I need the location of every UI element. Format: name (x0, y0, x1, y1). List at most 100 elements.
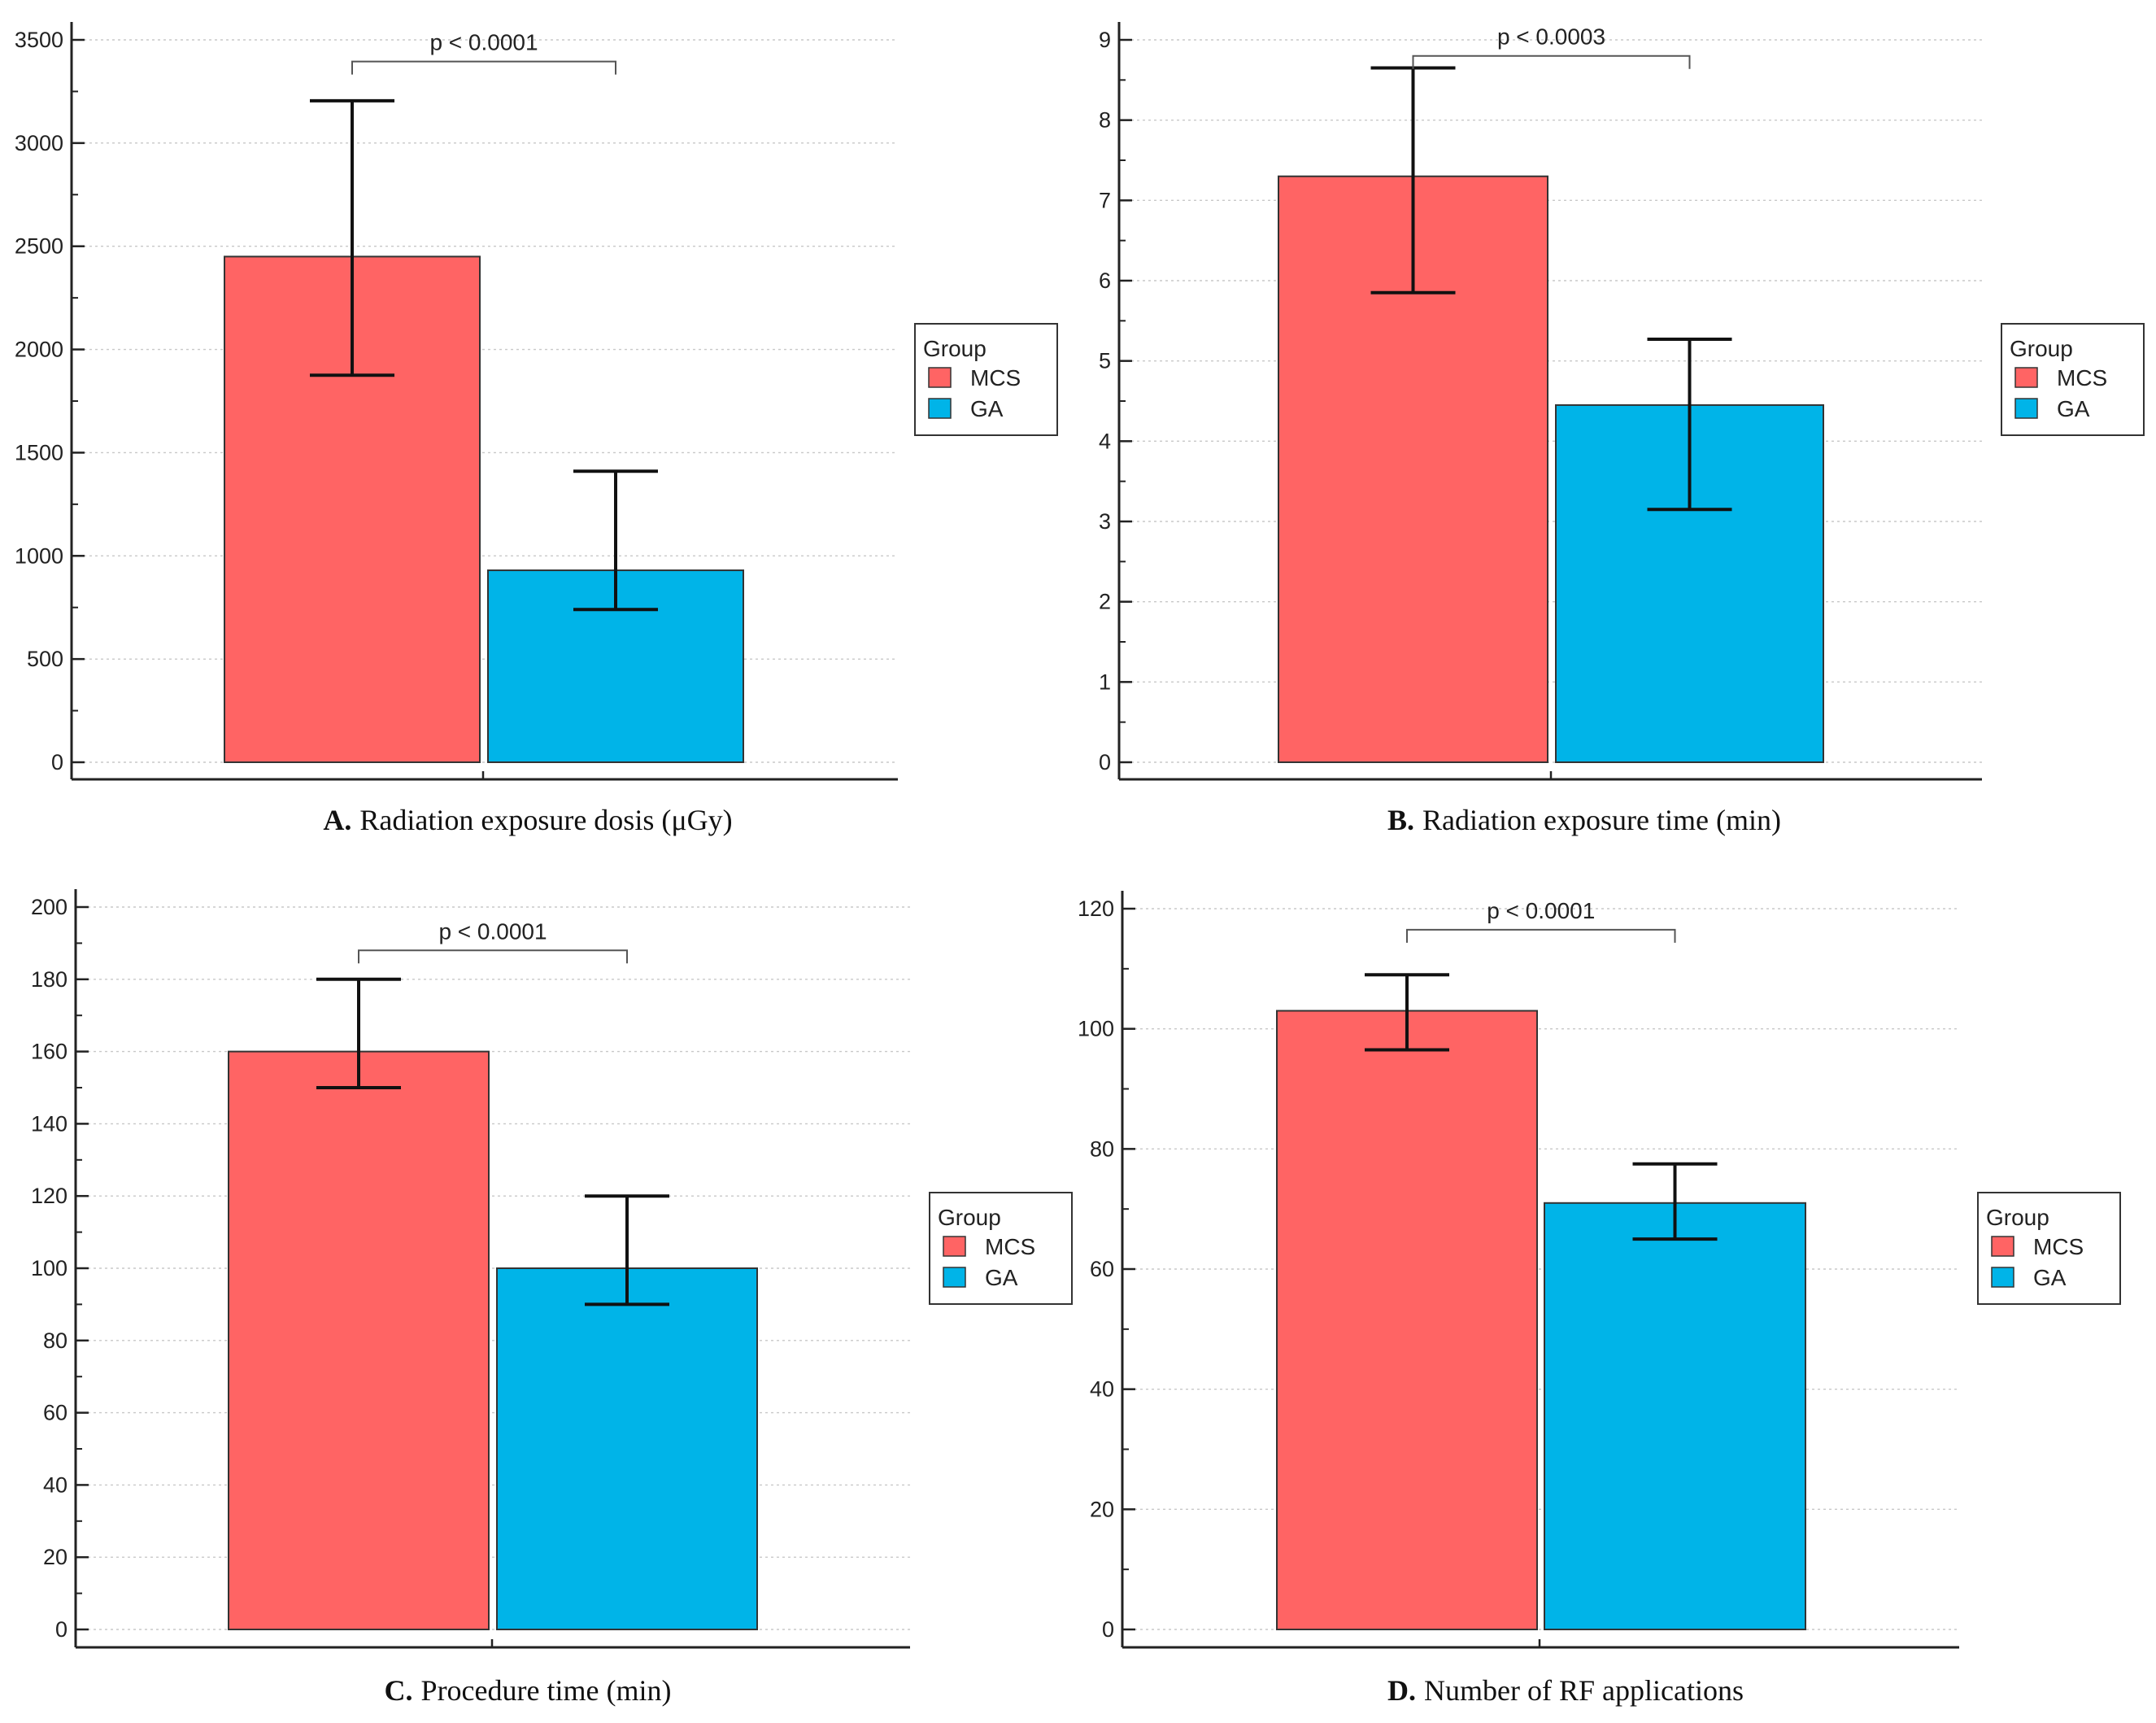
panel-d-pvalue-bracket (1406, 928, 1676, 943)
panel-d-errorbar-ga (1632, 1162, 1718, 1241)
panel-d-legend-swatch-mcs (1991, 1236, 2014, 1257)
panel-a-legend: Group MCS GA (914, 323, 1058, 436)
panel-c-caption: C. Procedure time (min) (385, 1674, 672, 1707)
panel-c-ytick-label: 0 (55, 1617, 68, 1642)
panel-c-ytick-label: 100 (31, 1256, 68, 1280)
panel-b-grid (1126, 39, 1982, 763)
panel-b-ytick-label: 2 (1099, 590, 1111, 614)
panel-a-legend-swatch-mcs (928, 367, 952, 388)
panel-a-legend-title: Group (923, 336, 987, 361)
panel-c-errorbar-mcs (316, 977, 401, 1089)
panel-d-errorbar-mcs (1365, 973, 1449, 1052)
panel-c-ticks: 0 20 40 60 80 100 120 140 160 180 200 (31, 895, 89, 1642)
panel-c-bar-mcs (228, 1050, 490, 1630)
panel-b-ytick-label: 5 (1099, 349, 1111, 373)
panel-b-legend-label-ga: GA (2057, 396, 2090, 421)
panel-c-errorbar-ga (585, 1194, 669, 1306)
panel-b-pvalue-label: p < 0.0003 (1497, 24, 1605, 50)
panel-a-caption: A. Radiation exposure dosis (μGy) (323, 804, 732, 836)
panel-c-legend-swatch-mcs (943, 1236, 966, 1257)
panel-d-ytick-label: 60 (1090, 1257, 1114, 1281)
panel-c-caption-title: Procedure time (min) (421, 1674, 672, 1707)
panel-a-pvalue-label: p < 0.0001 (429, 30, 538, 55)
panel-c-bar-ga (496, 1267, 758, 1630)
panel-d-bar-mcs (1276, 1010, 1538, 1631)
panel-b-legend-swatch-ga (2014, 398, 2038, 419)
panel-d-ytick-label: 100 (1078, 1017, 1114, 1041)
panel-a-caption-prefix: A. (323, 804, 351, 836)
panel-a-errorbar-mcs (310, 98, 394, 377)
panel-d-legend-swatch-ga (1991, 1267, 2014, 1288)
panel-c-legend-label-mcs: MCS (985, 1234, 1035, 1259)
panel-b-axis (1117, 22, 1982, 781)
panel-b-ytick-label: 3 (1099, 509, 1111, 534)
panel-a-axis (70, 22, 898, 781)
panel-d-legend: Group MCS GA (1977, 1192, 2121, 1305)
panel-b-ytick-label: 8 (1099, 108, 1111, 133)
panel-a-pvalue-bracket (351, 60, 616, 75)
panel-a-legend-label-mcs: MCS (970, 365, 1021, 390)
panel-c-ytick-label: 180 (31, 967, 68, 992)
panel-c-ytick-label: 160 (31, 1040, 68, 1064)
panel-d-legend-label-mcs: MCS (2033, 1234, 2084, 1259)
panel-a-ytick-label: 0 (51, 750, 63, 774)
panel-b-pvalue-bracket (1412, 55, 1691, 69)
panel-d-caption-prefix: D. (1387, 1674, 1416, 1707)
panel-a-legend-swatch-ga (928, 398, 952, 419)
panel-c-ytick-label: 140 (31, 1111, 68, 1136)
panel-a-ytick-label: 1000 (15, 543, 63, 568)
panel-c-grid (82, 906, 910, 1630)
panel-c-ytick-label: 40 (43, 1472, 68, 1497)
panel-b-ytick-label: 6 (1099, 268, 1111, 293)
panel-b-ytick-label: 9 (1099, 28, 1111, 52)
panel-c: 0 20 40 60 80 100 120 140 160 180 200 p < 0.0001 G… (31, 889, 1073, 1707)
panel-d-grid (1129, 908, 1959, 1630)
panel-b-legend-label-mcs: MCS (2057, 365, 2107, 390)
panel-a-ytick-label: 2500 (15, 234, 63, 259)
panel-b-ytick-label: 4 (1099, 429, 1111, 453)
panel-a-ytick-label: 3500 (15, 28, 63, 52)
panel-c-pvalue-label: p < 0.0001 (438, 918, 547, 944)
panel-b-legend: Group MCS GA (2001, 323, 2145, 436)
panel-a-grid (78, 39, 898, 763)
panel-b-errorbar-ga (1647, 338, 1732, 512)
panel-b-ytick-label: 7 (1099, 188, 1111, 212)
panel-b-caption-prefix: B. (1387, 804, 1414, 836)
panel-d-bar-ga (1544, 1202, 1806, 1630)
panel-a-legend-label-ga: GA (970, 396, 1004, 421)
panel-c-legend-swatch-ga (943, 1267, 966, 1288)
panel-c-legend: Group MCS GA (929, 1192, 1073, 1305)
panel-a-ytick-label: 2000 (15, 338, 63, 362)
panel-c-caption-prefix: C. (385, 1674, 413, 1707)
panel-d-pvalue-label: p < 0.0001 (1487, 898, 1595, 923)
panel-a-ytick-label: 500 (27, 647, 63, 671)
panel-b-legend-swatch-mcs (2014, 367, 2038, 388)
panel-c-ytick-label: 80 (43, 1328, 68, 1353)
panel-a-ticks: 0 500 1000 1500 2000 2500 3000 3500 (15, 28, 85, 774)
panel-d-ticks: 0 20 40 60 80 100 120 (1078, 896, 1135, 1642)
panel-c-ytick-label: 120 (31, 1184, 68, 1208)
panel-d-ytick-label: 20 (1090, 1497, 1114, 1521)
panel-d-ytick-label: 40 (1090, 1377, 1114, 1402)
panel-c-ytick-label: 200 (31, 895, 68, 919)
panel-c-legend-title: Group (938, 1205, 1001, 1230)
panel-b-ticks: 0 1 2 3 4 5 6 7 8 9 (1099, 28, 1132, 774)
panel-b-ytick-label: 1 (1099, 670, 1111, 694)
panel-c-ytick-label: 60 (43, 1401, 68, 1425)
panel-c-ytick-label: 20 (43, 1545, 68, 1569)
panel-b-ytick-label: 0 (1099, 750, 1111, 774)
panel-d-ytick-label: 120 (1078, 896, 1114, 921)
panel-c-pvalue-bracket (358, 949, 628, 964)
panel-b-legend-title: Group (2010, 336, 2073, 361)
panel-d-caption: D. Number of RF applications (1387, 1674, 1744, 1707)
panel-b-caption: B. Radiation exposure time (min) (1387, 804, 1781, 836)
panel-b: 0 1 2 3 4 5 6 7 8 9 p < 0.0003 Group MCS GA B. Rad… (1099, 22, 2145, 836)
panel-b-caption-title: Radiation exposure time (min) (1422, 804, 1781, 836)
panel-a-errorbar-ga (573, 469, 658, 612)
panel-a-caption-title: Radiation exposure dosis (μGy) (359, 804, 732, 836)
panel-d-legend-label-ga: GA (2033, 1265, 2067, 1290)
panel-a-ytick-label: 1500 (15, 440, 63, 465)
